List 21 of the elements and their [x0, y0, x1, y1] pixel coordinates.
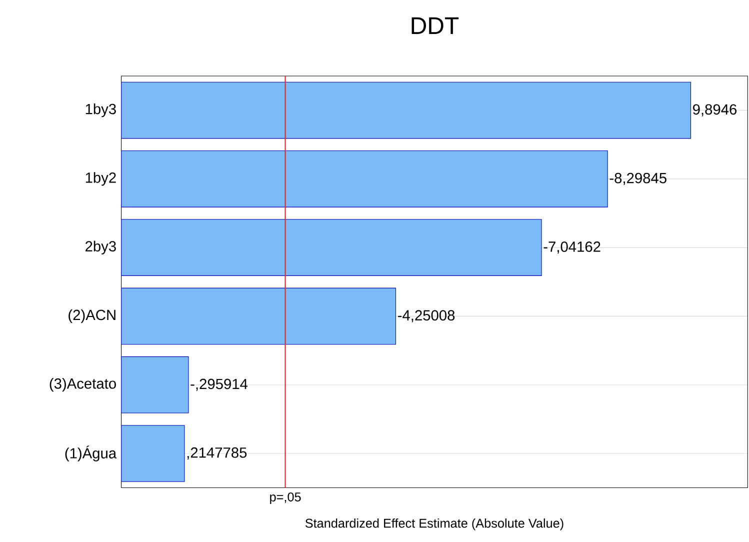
annotation: -8,29845 [610, 172, 666, 185]
bar [121, 356, 189, 414]
bar [121, 82, 691, 138]
y-tick-label: (2)ACN [68, 309, 116, 323]
annotation: 9,8946 [693, 104, 737, 116]
bar [121, 424, 185, 482]
y-tick-label: 1by3 [86, 103, 116, 117]
y-tick-label: 1by2 [86, 172, 116, 186]
annotation: ,2147785 [187, 447, 247, 460]
y-tick-label: 2by3 [86, 240, 116, 254]
annotation: -4,25008 [398, 310, 455, 322]
bar [121, 288, 396, 344]
bar [121, 150, 608, 208]
chart-title: DDT [412, 17, 459, 34]
ref-line-label: p=,05 [270, 492, 301, 504]
y-tick-label: (1)Água [65, 445, 117, 462]
annotation: -,295914 [190, 378, 248, 391]
x-axis-title: Standardized Effect Estimate (Absolute Value) [305, 518, 564, 530]
y-tick-label: (3)Acetato [50, 378, 116, 392]
annotation: -7,04162 [544, 241, 600, 254]
bar [121, 218, 542, 276]
